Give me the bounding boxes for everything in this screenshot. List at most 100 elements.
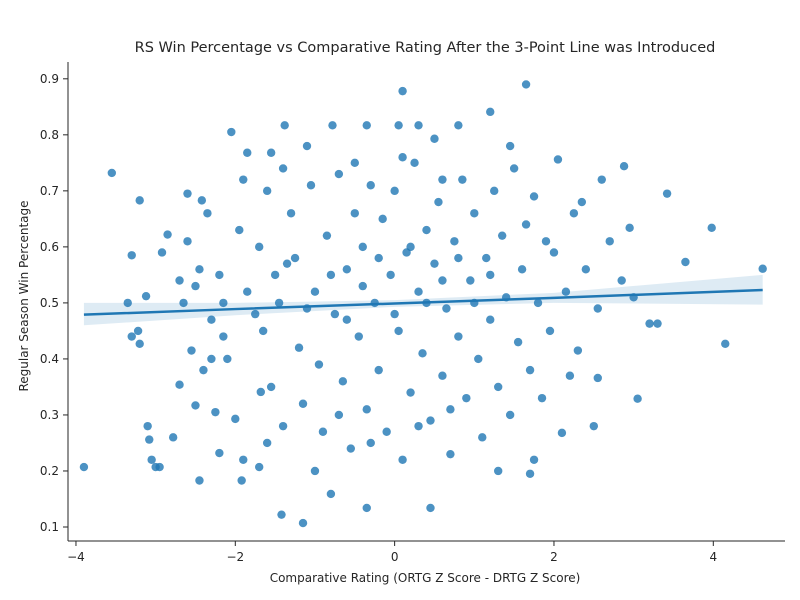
data-point [398, 455, 407, 464]
data-point [215, 270, 224, 280]
data-point [277, 510, 286, 519]
data-point [597, 175, 606, 184]
data-point [286, 209, 296, 218]
data-point [565, 371, 575, 380]
data-point [394, 121, 403, 130]
y-tick-label: 0.2 [40, 464, 59, 478]
data-point [589, 421, 598, 431]
data-point [486, 315, 495, 324]
data-point [414, 287, 423, 296]
regression-line [83, 288, 763, 316]
data-point [529, 455, 539, 464]
data-point [302, 141, 312, 151]
data-point [278, 164, 288, 173]
data-point [145, 435, 154, 444]
data-point [326, 489, 336, 499]
data-point [382, 427, 391, 436]
data-point [350, 158, 359, 168]
data-point [219, 298, 228, 308]
data-point [338, 377, 348, 386]
data-point [549, 248, 559, 257]
data-point [79, 462, 89, 472]
data-point [434, 197, 443, 207]
data-point [195, 265, 204, 274]
data-point [147, 455, 156, 464]
y-tick-label: 0.7 [40, 184, 59, 198]
data-point [645, 319, 654, 328]
data-point [366, 181, 375, 190]
data-point [569, 209, 579, 218]
data-point [314, 360, 324, 369]
data-point [494, 466, 503, 476]
data-point [633, 394, 642, 403]
data-point [346, 444, 356, 453]
x-tick-label: −4 [67, 550, 85, 564]
data-point [426, 416, 435, 425]
data-point [593, 304, 602, 313]
data-point [282, 259, 292, 268]
data-point [406, 388, 415, 397]
data-point [191, 401, 200, 410]
regression-line-layer [83, 288, 763, 316]
data-point [470, 209, 479, 218]
data-point [235, 225, 244, 235]
data-point [422, 225, 431, 235]
data-point [258, 326, 268, 336]
data-point [239, 175, 248, 184]
data-point [255, 462, 264, 472]
scatter-points-layer [79, 80, 767, 528]
data-point [354, 332, 363, 341]
data-point [141, 291, 151, 301]
data-point [358, 281, 367, 291]
data-point [505, 141, 515, 151]
data-point [438, 276, 447, 285]
data-point [231, 414, 240, 424]
y-tick-label: 0.6 [40, 240, 59, 254]
data-point [521, 80, 531, 89]
data-point [430, 259, 439, 268]
data-point [414, 121, 423, 130]
data-point [561, 287, 571, 296]
data-point [207, 354, 216, 364]
data-point [294, 343, 304, 352]
data-point [394, 326, 403, 336]
data-point [358, 242, 367, 252]
x-tick-label: 0 [391, 550, 399, 564]
data-point [418, 349, 427, 358]
data-point [179, 298, 188, 308]
data-point [545, 326, 555, 336]
data-point [183, 189, 192, 198]
data-point [199, 365, 208, 375]
data-point [366, 438, 375, 448]
data-point [362, 405, 371, 414]
data-point [454, 332, 463, 341]
data-point [207, 315, 216, 324]
data-point [135, 339, 144, 348]
data-point [438, 371, 447, 380]
data-point [310, 287, 320, 296]
data-point [521, 220, 531, 229]
data-point [155, 462, 164, 472]
data-point [278, 421, 288, 431]
data-point [168, 433, 178, 442]
data-point [758, 264, 767, 273]
data-point [239, 455, 248, 464]
data-point [183, 237, 192, 246]
data-point [255, 242, 264, 252]
x-tick-label: −2 [226, 550, 244, 564]
data-point [490, 186, 499, 196]
data-point [553, 155, 563, 164]
data-point [350, 209, 359, 218]
y-tick-label: 0.1 [40, 520, 59, 534]
data-point [187, 346, 196, 355]
data-point [442, 304, 451, 313]
data-point [653, 319, 662, 328]
data-point [266, 382, 276, 392]
y-tick-label: 0.9 [40, 72, 59, 86]
data-point [256, 387, 265, 397]
data-point [123, 298, 132, 308]
data-point [298, 399, 308, 408]
y-tick-label: 0.3 [40, 408, 59, 422]
data-point [163, 230, 172, 239]
data-point [378, 214, 387, 224]
